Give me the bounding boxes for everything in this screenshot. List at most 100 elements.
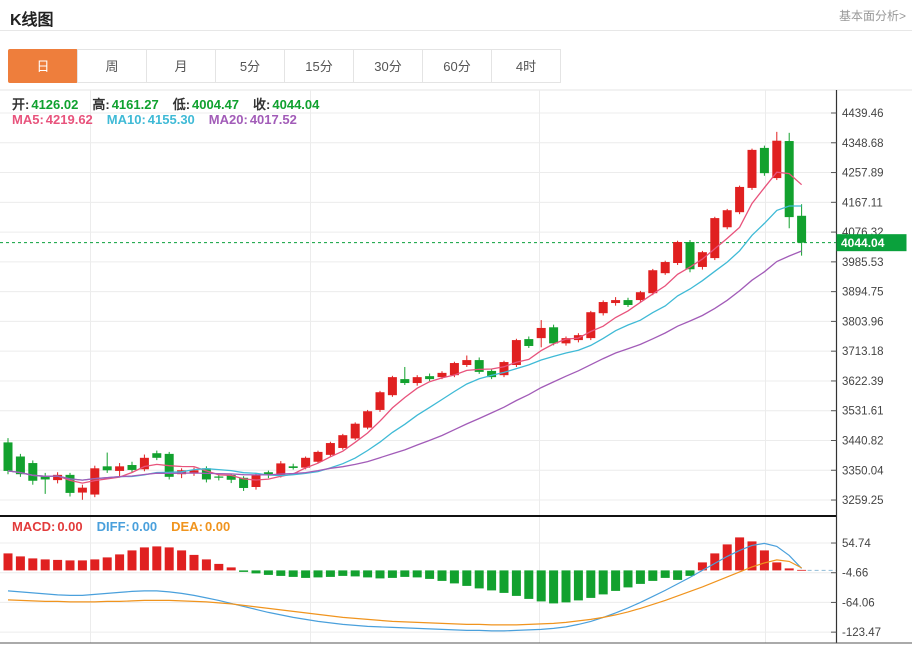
macd-bar: [288, 570, 298, 577]
candle-body: [276, 463, 286, 476]
macd-bar: [152, 546, 162, 571]
candle-body: [77, 487, 87, 493]
ma-item: MA10: 4155.30: [106, 112, 195, 127]
macd-bar: [15, 556, 25, 571]
macd-bar: [400, 570, 410, 577]
chart-area: 4439.46 4348.68 4257.89 4167.11 4076.32 3985.…: [0, 88, 912, 647]
candle-body: [685, 242, 695, 270]
ohlc-item: 收: 4044.04: [253, 97, 320, 112]
candle-body: [710, 218, 720, 259]
candles: [3, 131, 807, 500]
macd-bar: [648, 570, 658, 581]
macd-bar: [90, 559, 100, 571]
dea-line: [7, 559, 802, 626]
candle-body: [189, 470, 199, 474]
macd-bar: [611, 570, 621, 591]
candle-body: [338, 435, 348, 448]
macd-bar: [561, 570, 571, 603]
candle-body: [15, 456, 25, 475]
macd-bar: [573, 570, 583, 601]
candle-body: [226, 474, 236, 480]
candle-body: [214, 476, 224, 478]
macd-axis-label: -64.06: [842, 597, 875, 609]
candle-body: [511, 340, 521, 366]
tab-15分[interactable]: 15分: [284, 49, 354, 83]
price-axis-label: 3531.61: [842, 406, 884, 418]
macd-bar: [710, 553, 720, 571]
candle-body: [487, 370, 497, 378]
macd-axis-label: -123.47: [842, 627, 881, 639]
macd-legend: MACD: 0.00 DIFF: 0.00 DEA: 0.00: [12, 519, 244, 534]
candle-body: [251, 475, 261, 487]
candle-body: [660, 262, 670, 274]
tab-60分[interactable]: 60分: [422, 49, 492, 83]
candle-body: [139, 457, 149, 470]
macd-bar: [226, 567, 236, 571]
macd-bar: [487, 570, 497, 591]
macd-bar: [511, 570, 521, 596]
candle-body: [611, 300, 621, 304]
macd-bar: [635, 570, 645, 584]
price-axis-label: 4257.89: [842, 168, 884, 180]
kline-macd-chart[interactable]: 4439.464348.684257.894167.114076.323985.…: [0, 88, 912, 647]
tab-周[interactable]: 周: [77, 49, 147, 83]
tab-5分[interactable]: 5分: [215, 49, 285, 83]
macd-bar: [28, 558, 38, 571]
candle-body: [127, 465, 137, 470]
candle-body: [40, 476, 50, 480]
panel-separator: [0, 515, 837, 517]
ma-legend: MA5: 4219.62 MA10: 4155.30 MA20: 4017.52: [12, 112, 311, 127]
price-axis-label: 3894.75: [842, 287, 884, 299]
macd-bar: [139, 547, 149, 571]
macd-bar: [338, 570, 348, 576]
macd-bar: [499, 570, 509, 593]
macd-bar: [685, 570, 695, 576]
candle-body: [499, 362, 509, 376]
candle-body: [648, 270, 658, 294]
macd-bar: [524, 570, 534, 599]
macd-bar: [536, 570, 546, 602]
candle-body: [152, 453, 162, 458]
fundamental-analysis-link[interactable]: 基本面分析>: [838, 9, 906, 23]
macd-bar: [759, 550, 769, 571]
macd-item: DEA: 0.00: [171, 519, 231, 534]
candle-body: [239, 477, 249, 488]
candle-body: [90, 468, 100, 495]
candle-body: [586, 312, 596, 339]
current-price-badge: 4044.04: [836, 234, 907, 252]
candle-body: [449, 363, 459, 376]
tab-30分[interactable]: 30分: [353, 49, 423, 83]
candle-body: [561, 338, 571, 344]
candle-body: [387, 377, 397, 396]
macd-bar: [462, 570, 472, 586]
macd-bar: [65, 560, 75, 571]
macd-bar: [350, 570, 360, 577]
macd-bar: [375, 570, 385, 579]
candle-body: [462, 360, 472, 366]
macd-bar: [40, 559, 50, 571]
macd-bar: [735, 537, 745, 571]
macd-bar: [115, 554, 125, 571]
candle-body: [263, 472, 273, 475]
ma-item: MA5: 4219.62: [12, 112, 93, 127]
candle-body: [288, 466, 298, 468]
ma10-line: [7, 205, 802, 481]
macd-bar: [164, 547, 174, 571]
macd-bar: [77, 560, 87, 571]
tab-月[interactable]: 月: [146, 49, 216, 83]
macd-bar: [127, 550, 137, 571]
candle-body: [115, 466, 125, 471]
candle-body: [784, 141, 794, 218]
candle-body: [375, 392, 385, 410]
ma20-line: [7, 250, 802, 481]
candle-body: [350, 423, 360, 439]
price-axis-label: 4167.11: [842, 197, 883, 209]
tab-4时[interactable]: 4时: [491, 49, 561, 83]
macd-item: DIFF: 0.00: [96, 519, 158, 534]
candle-body: [363, 411, 373, 428]
candle-body: [425, 376, 435, 380]
tab-日[interactable]: 日: [8, 49, 78, 83]
macd-bar: [276, 570, 286, 576]
macd-bar: [437, 570, 447, 581]
candle-body: [747, 149, 757, 188]
